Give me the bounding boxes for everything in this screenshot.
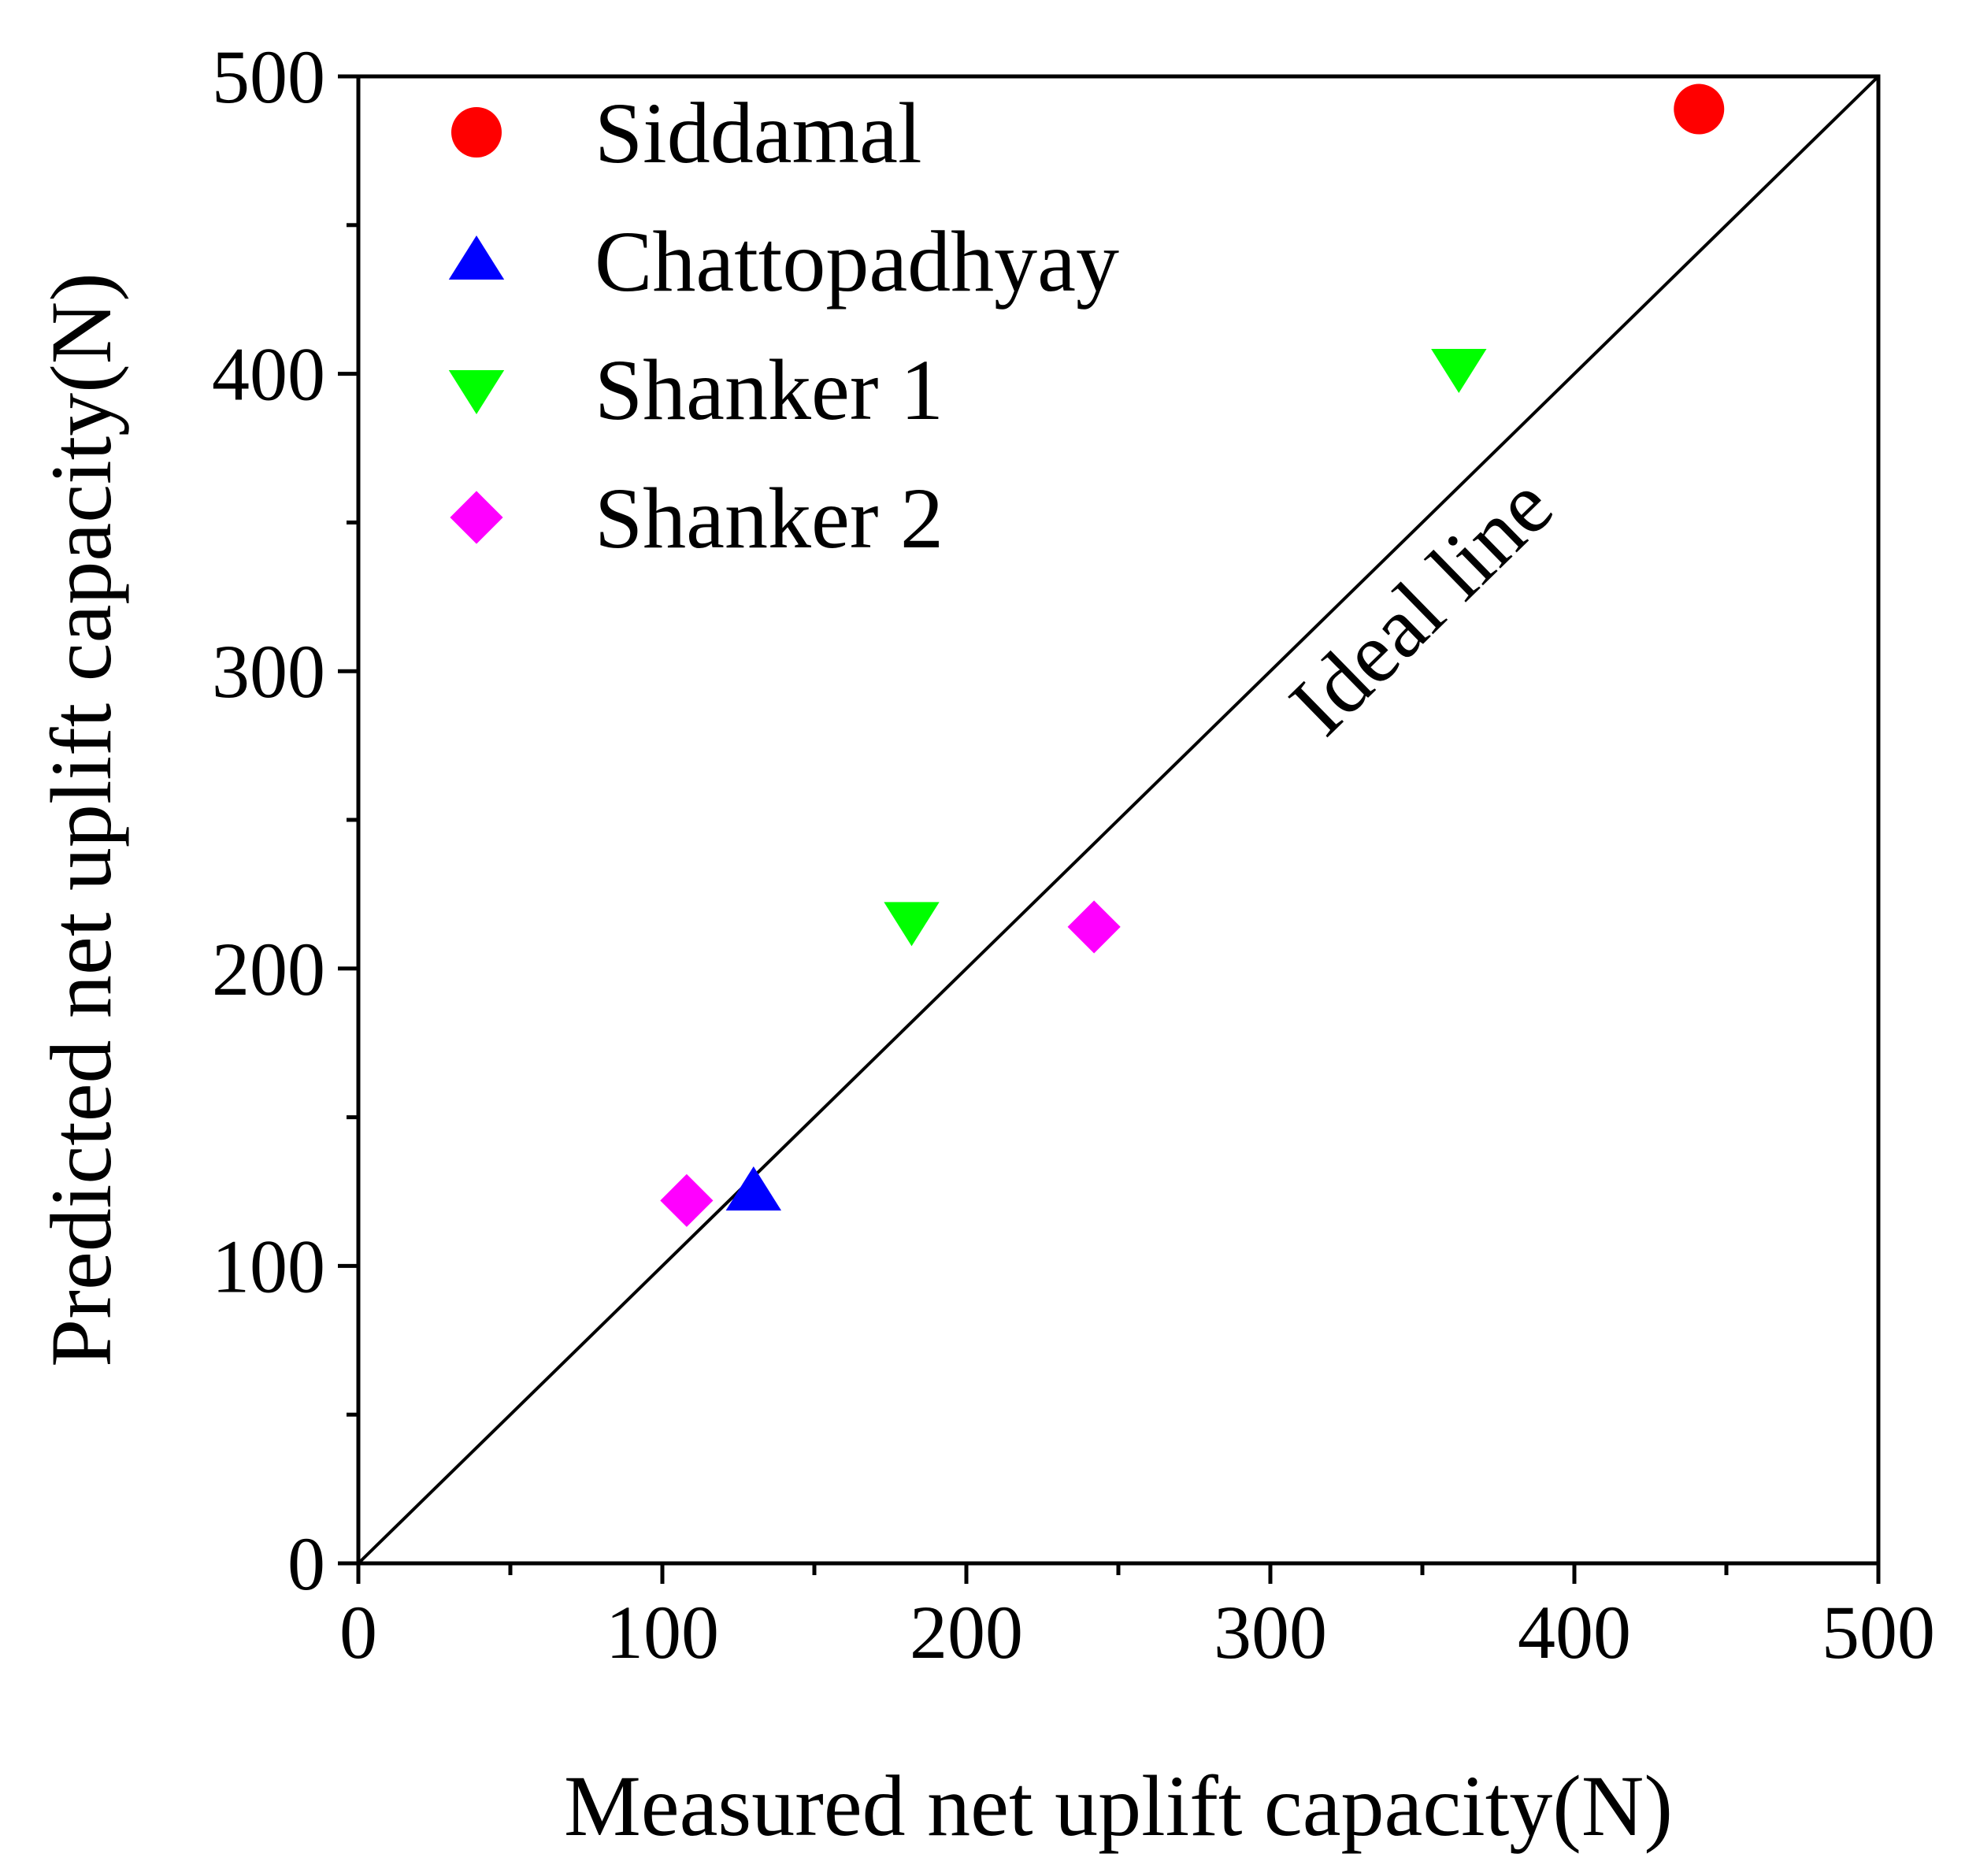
legend-label: Shanker 1 [595,342,944,438]
legend-label: Chattopadhyay [595,213,1119,310]
y-axis-title: Predicted net uplift capacity(N) [33,273,129,1367]
legend: Siddamal Chattopadhyay Shanker 1 Shanker 2 [448,85,1119,566]
data-point [884,902,940,947]
data-points [660,83,1725,1227]
ideal-line-label: Ideal line [1271,458,1570,754]
legend-marker [448,235,505,280]
legend-label: Siddamal [595,85,922,181]
reference-line-group [357,75,1880,1565]
y-tick-label: 100 [212,1224,325,1308]
data-point [660,1173,714,1227]
x-tick-label: 0 [339,1590,377,1674]
y-tick-label: 400 [212,332,325,417]
x-tick-labels: 0 100 200 300 400 500 [339,1590,1935,1674]
ideal-line [357,75,1880,1565]
x-tick-label: 400 [1518,1590,1631,1674]
y-tick-label: 0 [287,1522,325,1606]
y-tick-label: 500 [212,35,325,119]
x-tick-label: 500 [1822,1590,1935,1674]
x-tick-label: 100 [606,1590,719,1674]
y-tick-label: 300 [212,629,325,714]
x-tick-label: 200 [910,1590,1023,1674]
x-tick-label: 300 [1214,1590,1327,1674]
plot-frame [356,74,1881,1566]
data-point [1674,83,1725,135]
data-point [1431,349,1487,394]
data-point [1067,900,1121,954]
legend-marker [450,491,503,544]
data-point [725,1166,781,1211]
y-tick-label: 200 [212,927,325,1011]
legend-marker [451,107,502,158]
y-tick-labels: 0 100 200 300 400 500 [212,35,325,1606]
x-axis-title: Measured net uplift capacity(N) [564,1758,1673,1854]
legend-marker [448,370,505,414]
legend-label: Shanker 2 [595,470,944,566]
